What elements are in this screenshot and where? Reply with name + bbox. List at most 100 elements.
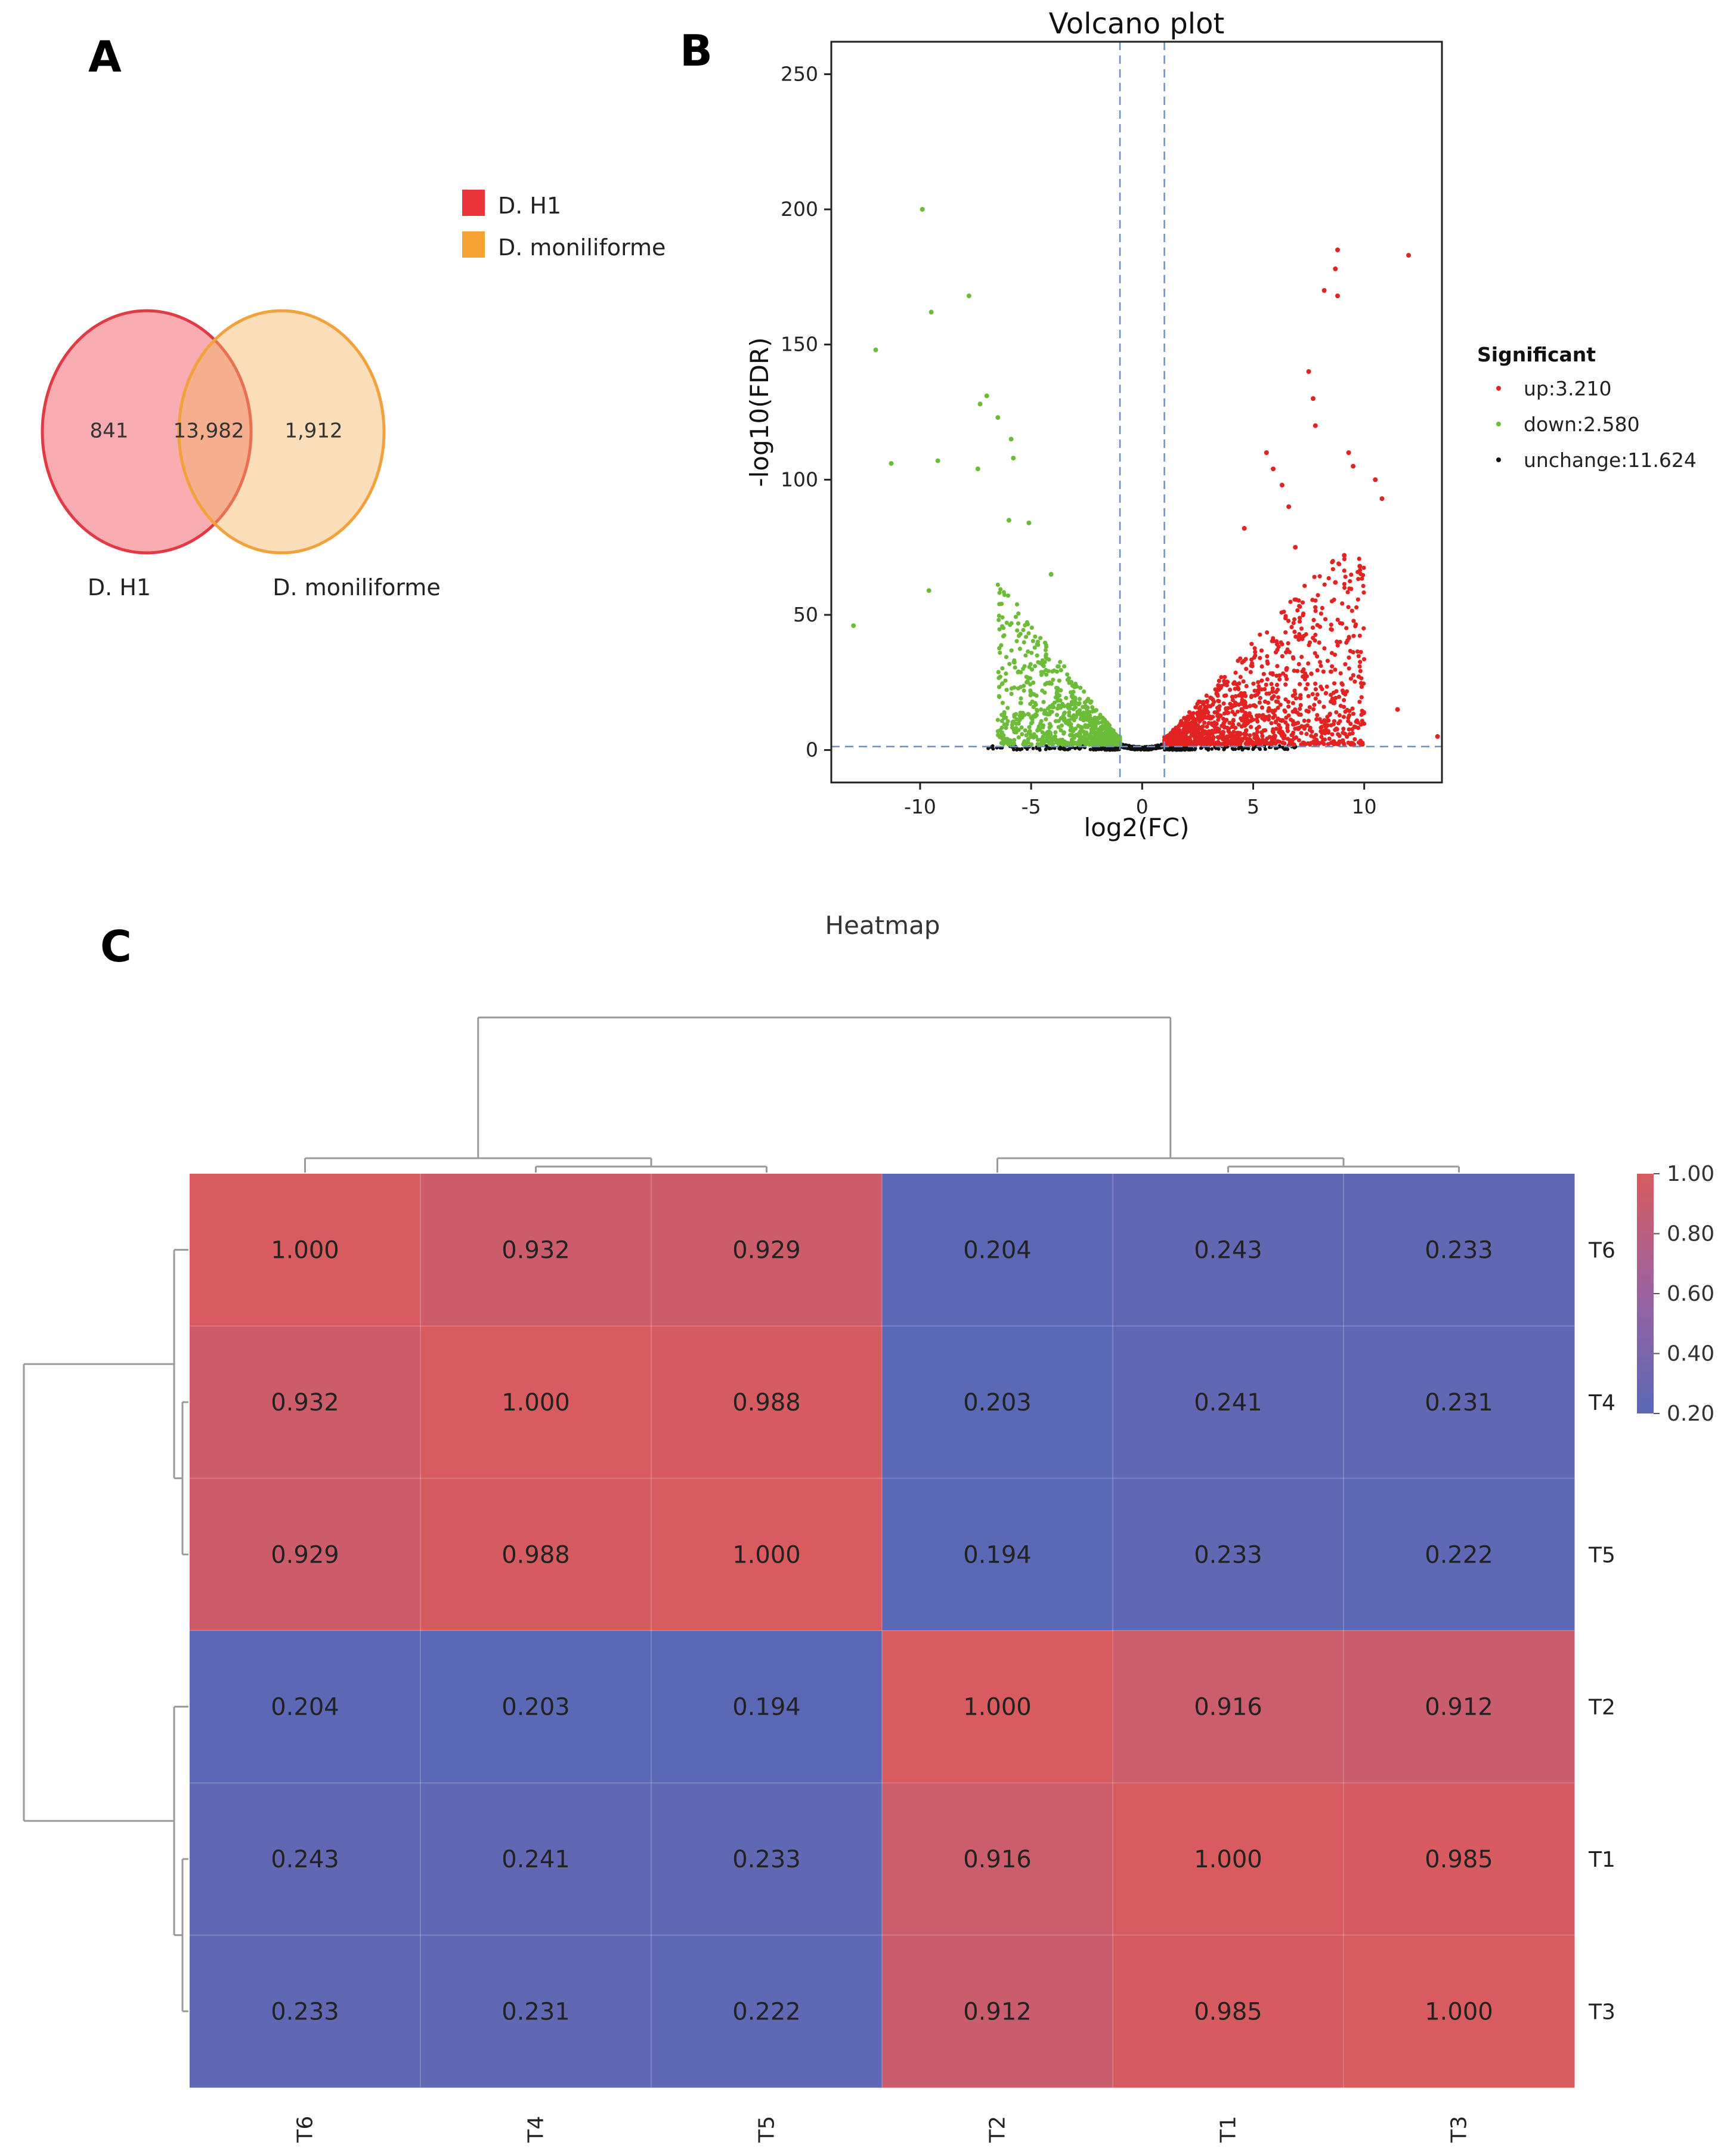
up-point: [1313, 681, 1318, 686]
up-point: [1259, 678, 1264, 683]
up-point: [1259, 664, 1264, 669]
up-point: [1312, 574, 1317, 579]
up-point: [1202, 731, 1206, 736]
down-point: [1004, 655, 1009, 660]
up-point: [1290, 701, 1295, 706]
up-point: [1358, 660, 1363, 664]
up-point: [1215, 726, 1220, 731]
down-point: [1029, 651, 1034, 655]
up-point: [1318, 611, 1323, 616]
up-point: [1325, 714, 1330, 719]
down-point: [1066, 706, 1071, 710]
down-point: [1058, 668, 1063, 673]
up-point: [1314, 732, 1318, 737]
heatmap-cell: [882, 1935, 1113, 2088]
up-point: [1351, 673, 1355, 678]
up-point: [1307, 705, 1312, 710]
down-point: [1030, 639, 1035, 644]
y-tick-label: 200: [781, 197, 818, 221]
heatmap-row-label: T5: [1588, 1543, 1615, 1567]
unchange-point: [1263, 747, 1267, 751]
volcano-y-axis-title: -log10(FDR): [745, 337, 774, 487]
up-point: [1296, 662, 1301, 667]
down-point: [1055, 691, 1060, 695]
down-point: [1067, 710, 1072, 715]
up-point: [1239, 691, 1243, 695]
down-point: [1062, 716, 1067, 721]
up-point: [1337, 713, 1342, 717]
down-point: [1109, 727, 1114, 732]
up-point: [1232, 680, 1237, 685]
down-point: [1041, 725, 1045, 729]
down-point: [1071, 689, 1076, 694]
down-point: [1044, 710, 1048, 715]
unchange-point: [1242, 746, 1246, 750]
down-point: [1015, 628, 1020, 633]
up-point: [1239, 708, 1244, 713]
down-point: [1087, 710, 1091, 714]
up-point: [1296, 635, 1301, 640]
up-point: [1276, 706, 1280, 710]
up-point: [1311, 396, 1316, 401]
up-point: [1293, 545, 1298, 550]
up-point: [1226, 710, 1231, 715]
down-point: [984, 393, 989, 398]
down-point: [1016, 721, 1021, 726]
up-point: [1342, 581, 1347, 586]
y-tick-label: 100: [781, 468, 818, 491]
up-point: [1215, 693, 1220, 698]
unchange-point: [1031, 746, 1035, 750]
up-point: [1342, 568, 1347, 573]
legend-marker-unchange: [1496, 457, 1501, 462]
up-point: [1349, 573, 1354, 577]
down-point: [1008, 437, 1014, 442]
down-point: [1097, 716, 1101, 721]
up-point: [1168, 731, 1173, 735]
down-point: [999, 682, 1004, 686]
up-point: [1230, 694, 1234, 699]
down-point: [1073, 726, 1078, 731]
down-point: [1053, 730, 1058, 735]
unchange-point: [1159, 743, 1163, 747]
down-point: [1033, 712, 1038, 717]
heatmap-cell: [420, 1174, 652, 1326]
up-point: [1359, 685, 1364, 689]
up-point: [1262, 717, 1267, 722]
up-point: [1341, 738, 1345, 743]
down-point: [1081, 718, 1086, 723]
heatmap-cell: [1113, 1631, 1344, 1783]
up-point: [1271, 466, 1276, 472]
down-point: [1089, 699, 1094, 704]
down-point: [1087, 740, 1091, 745]
up-point: [1228, 701, 1233, 706]
heatmap-cell-value: 0.243: [1194, 1237, 1262, 1264]
up-point: [1253, 653, 1258, 658]
up-point: [1216, 742, 1221, 747]
down-point: [997, 694, 1002, 700]
heatmap-cell-value: 0.912: [963, 1998, 1032, 2025]
heatmap-cell-value: 0.194: [963, 1541, 1032, 1569]
up-point: [1282, 610, 1286, 614]
up-point: [1327, 737, 1332, 741]
up-point: [1262, 686, 1267, 692]
up-point: [1298, 604, 1302, 609]
up-point: [1292, 669, 1296, 673]
legend-label-up: up:3.210: [1524, 377, 1611, 400]
up-point: [1333, 580, 1338, 585]
up-point: [1292, 617, 1297, 622]
up-point: [1270, 689, 1275, 694]
up-point: [1323, 617, 1328, 621]
down-point: [1026, 712, 1031, 717]
up-point: [1190, 733, 1194, 738]
down-point: [1072, 735, 1077, 740]
up-point: [1299, 731, 1304, 735]
down-point: [1048, 732, 1053, 737]
heatmap-cell: [882, 1326, 1113, 1479]
heatmap-cell-value: 0.233: [732, 1846, 801, 1873]
up-point: [1286, 504, 1292, 509]
down-point: [1000, 615, 1005, 620]
up-point: [1358, 649, 1363, 654]
up-point: [1280, 642, 1285, 647]
down-point: [1019, 670, 1023, 675]
